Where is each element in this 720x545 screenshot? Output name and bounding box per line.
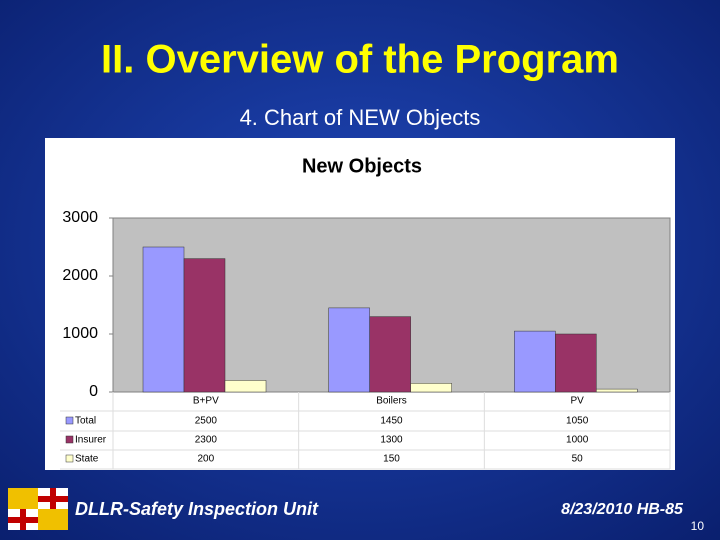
bar bbox=[410, 383, 452, 393]
x-tick-label: Boilers bbox=[376, 396, 407, 407]
flag-icon bbox=[8, 488, 68, 530]
bar bbox=[328, 307, 370, 393]
legend-swatch bbox=[65, 435, 74, 444]
bar bbox=[369, 316, 411, 393]
slide-title: II. Overview of the Program bbox=[101, 38, 619, 82]
y-tick-label: 1000 bbox=[62, 325, 98, 342]
data-label: 150 bbox=[383, 454, 400, 465]
data-label: 2300 bbox=[195, 435, 218, 446]
legend-label: Insurer bbox=[75, 435, 107, 446]
legend-label: Total bbox=[75, 416, 96, 427]
bar bbox=[224, 380, 267, 393]
bar bbox=[596, 388, 638, 393]
bar bbox=[514, 330, 556, 393]
x-tick-label: B+PV bbox=[193, 396, 219, 407]
footer-left: DLLR-Safety Inspection Unit bbox=[75, 499, 319, 519]
legend-swatch bbox=[65, 454, 74, 463]
y-tick-label: 3000 bbox=[62, 209, 98, 226]
bar bbox=[183, 258, 226, 393]
footer-right: 8/23/2010 HB-85 bbox=[561, 501, 684, 518]
data-label: 1450 bbox=[380, 416, 403, 427]
y-tick-label: 2000 bbox=[62, 267, 98, 284]
data-label: 2500 bbox=[195, 416, 218, 427]
chart-title: New Objects bbox=[302, 155, 422, 177]
slide-subtitle: 4. Chart of NEW Objects bbox=[240, 105, 481, 130]
data-label: 1300 bbox=[380, 435, 403, 446]
data-label: 1000 bbox=[566, 435, 589, 446]
legend-label: State bbox=[75, 454, 99, 465]
page-number: 10 bbox=[691, 519, 705, 533]
data-label: 50 bbox=[572, 454, 584, 465]
data-label: 1050 bbox=[566, 416, 589, 427]
bar bbox=[555, 333, 597, 393]
y-tick-label: 0 bbox=[89, 383, 98, 400]
bar bbox=[142, 246, 185, 393]
legend-swatch bbox=[65, 416, 74, 425]
x-tick-label: PV bbox=[570, 396, 584, 407]
data-label: 200 bbox=[197, 454, 214, 465]
